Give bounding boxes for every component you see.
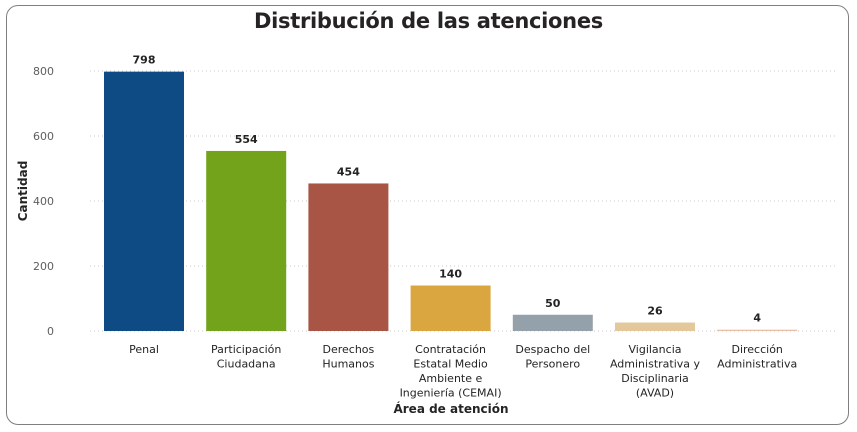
y-tick-label: 600 [33, 130, 54, 143]
y-tick-label: 400 [33, 195, 54, 208]
data-label: 798 [133, 54, 156, 67]
x-category-label: Penal [129, 343, 159, 356]
y-tick-label: 200 [33, 260, 54, 273]
y-axis-title: Cantidad [16, 161, 30, 222]
x-category-label: Vigilancia Administrativa y Disciplinaria(… [610, 343, 701, 400]
x-category-label: Derechos Humanos [322, 343, 374, 371]
data-label: 554 [235, 133, 258, 146]
y-axis-ticks: 0 200 400 600 800 [33, 65, 54, 338]
bar[interactable] [308, 183, 389, 331]
y-tick-label: 800 [33, 65, 54, 78]
bar[interactable] [206, 150, 287, 331]
bars [104, 71, 798, 332]
data-label: 454 [337, 165, 360, 178]
y-tick-label: 0 [47, 325, 54, 338]
data-labels: 798 554 454 140 50 26 4 [133, 54, 762, 325]
bar[interactable] [512, 314, 593, 331]
bar[interactable] [717, 329, 798, 331]
x-category-label: Participación Ciudadana [211, 343, 281, 371]
data-label: 140 [439, 268, 462, 281]
x-axis-title: Área de atención [393, 401, 508, 416]
bar[interactable] [410, 285, 491, 332]
data-label: 50 [545, 297, 561, 310]
x-category-label: Despacho del Personero [515, 343, 590, 371]
chart-title: Distribución de las atenciones [254, 9, 603, 33]
data-label: 4 [753, 312, 761, 325]
x-axis-categories: Penal Participación Ciudadana Derechos Human… [129, 343, 797, 400]
x-category-label: Dirección Administrativa [717, 343, 797, 371]
bar[interactable] [615, 322, 695, 331]
data-label: 26 [647, 305, 663, 318]
x-category-label: Contratación Estatal Medio Ambiente e Ingen… [400, 343, 502, 400]
bar[interactable] [104, 71, 184, 332]
